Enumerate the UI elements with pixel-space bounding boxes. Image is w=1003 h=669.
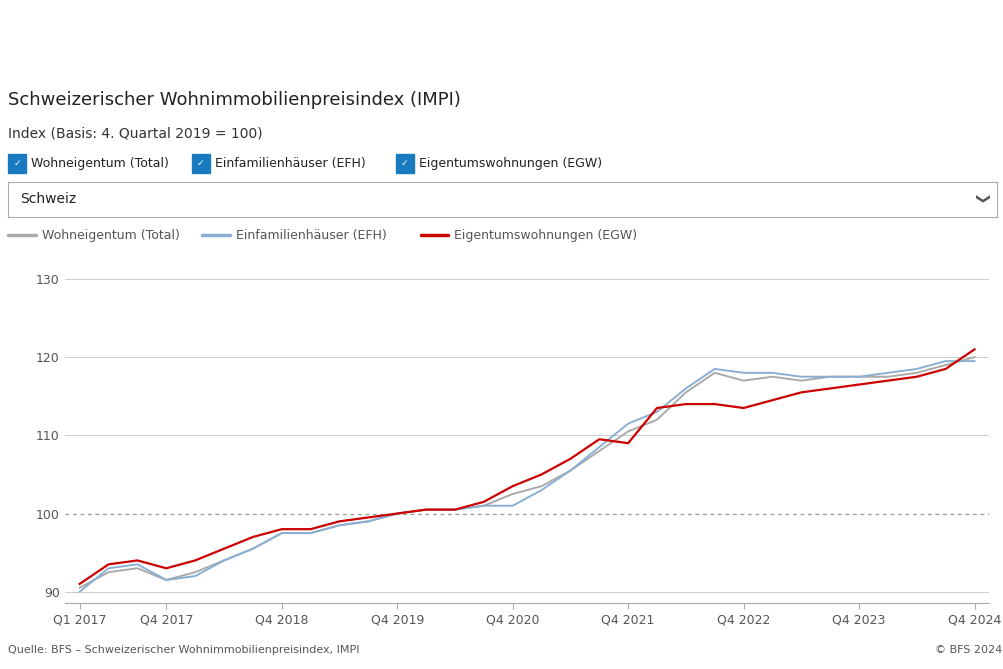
Text: Quelle: BFS – Schweizerischer Wohnimmobilienpreisindex, IMPI: Quelle: BFS – Schweizerischer Wohnimmobi… [8,645,359,654]
Text: Index (Basis: 4. Quartal 2019 = 100): Index (Basis: 4. Quartal 2019 = 100) [8,126,263,140]
Text: Einfamilienhäuser (EFH): Einfamilienhäuser (EFH) [236,229,386,242]
Text: Einfamilienhäuser (EFH): Einfamilienhäuser (EFH) [215,157,365,170]
Bar [192,154,210,173]
Text: Wohneigentum (Total): Wohneigentum (Total) [31,157,169,170]
Bar [395,154,413,173]
Text: ✓: ✓ [13,159,21,168]
Text: Wohneigentum (Total): Wohneigentum (Total) [42,229,180,242]
Text: © BFS 2024: © BFS 2024 [934,645,1001,654]
Text: Schweizerischer Wohnimmobilienpreisindex (IMPI): Schweizerischer Wohnimmobilienpreisindex… [8,91,460,108]
Text: Schweiz: Schweiz [20,193,76,206]
Text: ✓: ✓ [197,159,205,168]
Text: ❯: ❯ [972,193,986,205]
Text: Eigentumswohnungen (EGW): Eigentumswohnungen (EGW) [454,229,637,242]
Text: Eigentumswohnungen (EGW): Eigentumswohnungen (EGW) [418,157,601,170]
Bar [8,154,26,173]
Text: ✓: ✓ [400,159,408,168]
